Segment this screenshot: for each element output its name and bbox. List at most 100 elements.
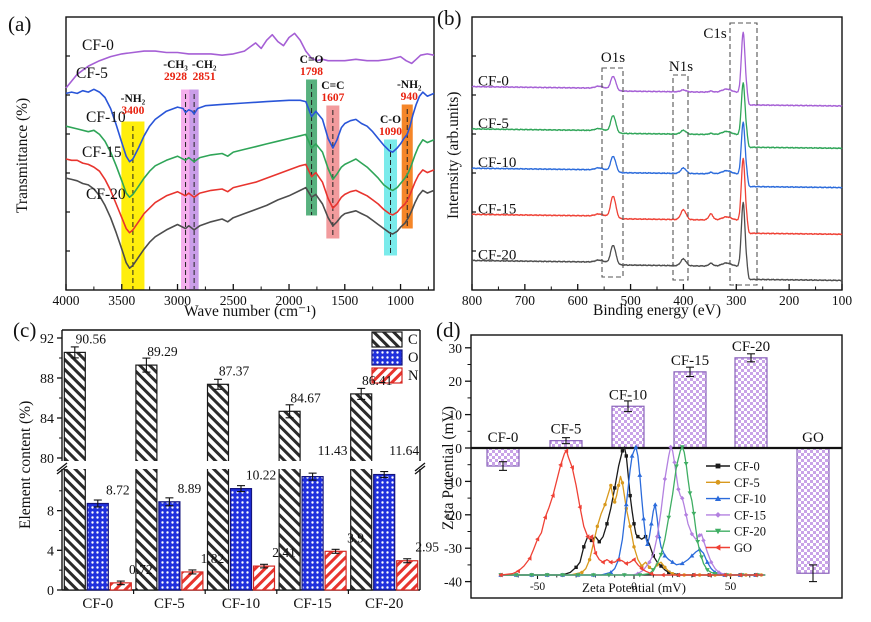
- inset-x-tick-label: 0: [631, 581, 637, 593]
- inset-legend-label-CF-10: CF-10: [734, 492, 766, 506]
- inset-marker-GO: [515, 568, 520, 574]
- panel-d-y-tick-label: -10: [444, 474, 462, 489]
- inset-marker-CF-5: [603, 502, 607, 507]
- xps-curve-label-CF-0: CF-0: [478, 74, 509, 90]
- panel-b-x-axis-label: Binding energy (eV): [593, 302, 721, 319]
- inset-marker-GO: [623, 561, 628, 566]
- bar-c-CF-0-lower: [63, 467, 86, 591]
- panel-b-x-tick-label: 600: [568, 293, 589, 308]
- inset-legend-label-CF-15: CF-15: [734, 508, 766, 522]
- inset-legend-marker-GO: [714, 544, 721, 551]
- inset-marker-CF-5: [595, 524, 600, 529]
- panel-tag-c: (c): [13, 318, 37, 342]
- panel-a-x-tick-label: 3000: [164, 293, 191, 308]
- inset-legend-marker-CF-20: [714, 528, 722, 535]
- ftir-curve-CF-20: [65, 177, 435, 269]
- inset-marker-CF-15: [689, 531, 695, 537]
- xps-curve-CF-10: [471, 121, 843, 189]
- inset-marker-CF-10: [670, 559, 675, 564]
- bar-c-CF-5-upper: [135, 364, 158, 463]
- panel-a-x-tick-label: 1500: [331, 293, 358, 308]
- inset-marker-CF-20: [591, 573, 596, 578]
- inset-marker-CF-10: [623, 502, 629, 507]
- bar-O-CF-20: [373, 473, 396, 591]
- inset-marker-CF-5: [616, 483, 621, 488]
- panel-a-axes-box: [65, 16, 435, 291]
- panel-d-y-axis-label: Zeta Potential (mV): [440, 406, 457, 530]
- inset-marker-CF-20: [637, 573, 643, 578]
- bar-value-label-O-CF-20: 11.64: [389, 443, 419, 458]
- ftir-curve-CF-15: [65, 158, 435, 234]
- bar-value-label-O-CF-0: 8.72: [106, 482, 130, 497]
- panel-b-x-tick-label: 100: [832, 293, 853, 308]
- inset-marker-CF-10: [704, 559, 710, 564]
- bar-c-CF-15-lower: [278, 467, 301, 591]
- panel-c-legend-label-O: O: [408, 350, 418, 366]
- inset-marker-CF-5: [632, 545, 636, 549]
- bar-value-label-C-CF-20: 86.41: [362, 373, 392, 388]
- inset-marker-GO: [648, 571, 654, 577]
- inset-marker-GO: [753, 572, 758, 578]
- panel-c-y-tick-label: 4: [47, 544, 54, 559]
- ftir-annotation-value-2851: 2851: [193, 71, 216, 83]
- ftir-annotation-name-1090: C-O: [380, 114, 401, 126]
- panel-d-zeta-bar-chart: 30 20 10 0 -10 -20 -30 -40 CF-0 CF-5 CF-10 CF-15 CF-…: [444, 334, 843, 599]
- bar-c-CF-10-upper: [206, 383, 230, 463]
- panel-c-legend-swatch-C: [371, 331, 403, 348]
- inset-marker-GO: [675, 572, 681, 578]
- zeta-bar-CF-15: [673, 371, 707, 449]
- xps-peak-label-C1s: C1s: [703, 26, 727, 42]
- inset-marker-CF-5: [613, 500, 617, 504]
- inset-marker-CF-15: [672, 460, 677, 465]
- zeta-bar-label-CF-20: CF-20: [732, 339, 770, 355]
- panel-a-x-tick-label: 2500: [220, 293, 247, 308]
- inset-marker-CF-10: [662, 553, 668, 558]
- ftir-curve-label-CF-20: CF-20: [86, 186, 126, 203]
- panel-b-x-tick-label: 400: [673, 293, 694, 308]
- panel-c-y-tick-label: 92: [40, 332, 54, 347]
- inset-legend-label-GO: GO: [734, 541, 752, 555]
- inset-marker-CF-10: [637, 472, 643, 477]
- inset-marker-CF-5: [609, 483, 613, 488]
- inset-marker-CF-0: [624, 454, 628, 458]
- inset-marker-CF-20: [544, 573, 550, 578]
- ftir-annotation-name-1607: C=C: [321, 80, 344, 92]
- inset-marker-GO: [589, 534, 594, 539]
- ftir-curve-label-CF-5: CF-5: [76, 65, 108, 82]
- xps-curve-CF-5: [471, 82, 843, 150]
- zeta-bar-label-CF-0: CF-0: [488, 430, 519, 446]
- inset-marker-CF-20: [699, 555, 704, 560]
- inset-marker-CF-20: [683, 461, 689, 467]
- ftir-annotation-value-2928: 2928: [164, 71, 187, 83]
- panel-d-y-tick-label: 30: [449, 341, 463, 356]
- zeta-bar-label-GO: GO: [802, 430, 824, 446]
- panel-a-x-tick-label: 4000: [53, 293, 80, 308]
- inset-marker-CF-15: [701, 538, 706, 543]
- panel-c-category-label: CF-5: [154, 596, 185, 612]
- ftir-annotation-name-940: -NH₂: [397, 79, 422, 91]
- inset-marker-CF-0: [628, 493, 632, 498]
- xps-curve-label-CF-15: CF-15: [478, 201, 516, 217]
- zeta-bar-CF-20: [734, 357, 768, 449]
- inset-marker-GO: [577, 504, 582, 510]
- xps-curve-label-CF-10: CF-10: [478, 155, 516, 171]
- inset-marker-GO: [722, 572, 727, 578]
- bar-value-label-N-CF-5: 1.82: [201, 551, 225, 566]
- panel-a-ftir-chart: 4000 3500 3000 2500 2000 1500 1000 CF-0 CF-5 CF-1…: [53, 16, 435, 308]
- panel-b-xps-chart: 800 700 600 500 400 300 200 100 CF-0 CF-5 CF-10 CF-…: [462, 16, 853, 308]
- inset-marker-CF-5: [647, 565, 652, 570]
- panel-c-legend-label-C: C: [408, 332, 418, 348]
- zeta-bar-CF-10: [611, 405, 645, 449]
- inset-legend-label-CF-0: CF-0: [734, 460, 760, 474]
- panel-c-legend-swatch-O: [371, 349, 403, 366]
- xps-curve-CF-20: [471, 201, 843, 282]
- panel-b-axes-box: [471, 16, 843, 291]
- bar-value-label-N-CF-10: 2.41: [272, 545, 296, 560]
- panel-c-break-mark: [414, 462, 426, 472]
- zeta-bar-label-CF-5: CF-5: [551, 422, 582, 438]
- ftir-curve-label-CF-0: CF-0: [82, 37, 114, 54]
- inset-legend-label-CF-20: CF-20: [734, 525, 766, 539]
- inset-marker-CF-5: [628, 524, 632, 529]
